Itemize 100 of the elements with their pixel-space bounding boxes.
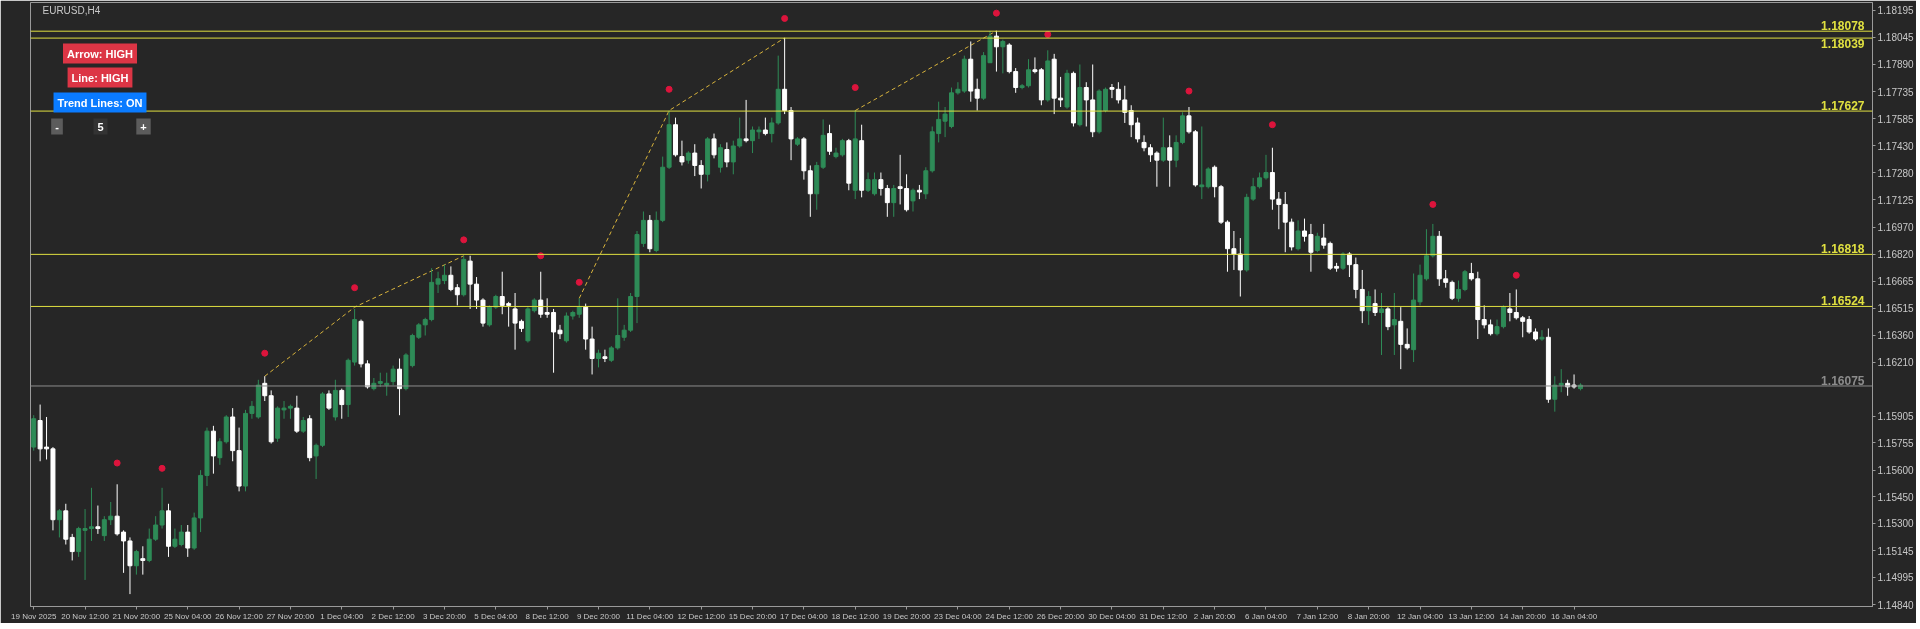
candlestick [1359, 269, 1365, 324]
candlestick [1212, 164, 1218, 198]
chart-title: EURUSD,H4 [42, 4, 101, 16]
y-tick-label: 1.17125 [1877, 195, 1915, 206]
point [1512, 271, 1520, 279]
candlestick [538, 271, 544, 319]
x-tick-label: 17 Dec 04:00 [780, 611, 829, 621]
y-tick-label: 1.15905 [1877, 411, 1915, 423]
annotation: Line: HIGH [71, 71, 129, 84]
candlestick [1372, 288, 1378, 317]
x-tick-label: 24 Dec 12:00 [985, 611, 1034, 621]
y-tick-label: 1.18045 [1877, 32, 1915, 44]
x-tick-label: 2 Jan 20:00 [1193, 611, 1237, 621]
x-tick-label: 8 Jan 20:00 [1347, 611, 1391, 621]
candlestick [1167, 134, 1173, 188]
ref-line-label: 1.18039 [1821, 37, 1865, 52]
x-tick-label: 6 Jan 04:00 [1245, 611, 1288, 621]
y-tick-label: 1.16515 [1877, 303, 1915, 315]
y-tick-label: 1.14840 [1877, 599, 1915, 611]
y-tick-label: 1.15450 [1877, 491, 1915, 503]
candlestick [576, 297, 582, 319]
point [851, 84, 859, 92]
candlestick [692, 143, 698, 177]
candlestick [140, 545, 146, 576]
candlestick [326, 389, 332, 411]
x-tick-label: 12 Jan 04:00 [1396, 611, 1444, 621]
candlestick [1398, 306, 1404, 370]
x-tick-label: 2 Dec 12:00 [371, 611, 416, 621]
x-tick-label: 20 Nov 12:00 [61, 611, 110, 621]
candlestick [711, 133, 717, 159]
x-tick-label: 9 Dec 20:00 [576, 611, 621, 621]
y-tick-label: 1.17585 [1877, 113, 1915, 125]
y-tick-label: 1.15145 [1877, 545, 1915, 557]
y-tick-label: 1.17890 [1877, 59, 1915, 71]
candlestick [1385, 306, 1391, 331]
point [575, 278, 583, 286]
point [1429, 200, 1437, 208]
y-tick-label: 1.18195 [1877, 5, 1915, 17]
x-tick-label: 8 Dec 12:00 [525, 611, 570, 621]
candlestick [737, 117, 743, 149]
annotation: - [55, 120, 60, 133]
x-tick-label: 31 Dec 12:00 [1139, 611, 1188, 621]
x-tick-label: 21 Nov 20:00 [112, 611, 161, 621]
candlestick [1539, 329, 1545, 342]
candlestick [724, 141, 730, 168]
ref-line-label: 1.16818 [1821, 242, 1865, 257]
x-tick-label: 3 Dec 20:00 [422, 611, 467, 621]
candlestick [1109, 83, 1115, 99]
x-tick-label: 16 Jan 04:00 [1550, 611, 1598, 621]
candlestick [1026, 58, 1032, 89]
x-tick-label: 23 Dec 04:00 [934, 611, 983, 621]
y-tick-label: 1.17430 [1877, 140, 1915, 152]
candlestick [486, 304, 492, 328]
point [158, 464, 166, 472]
candlestick [1199, 125, 1205, 200]
candlestick [1379, 292, 1384, 356]
candlestick [1552, 375, 1558, 413]
x-tick-label: 26 Nov 12:00 [215, 611, 264, 621]
x-tick-label: 12 Dec 12:00 [677, 611, 726, 621]
annotation: Trend Lines: ON [57, 96, 143, 109]
ref-line-label: 1.16524 [1821, 294, 1865, 309]
candlestick [602, 349, 608, 363]
point [460, 236, 468, 244]
candlestick [1160, 117, 1166, 163]
candlestick [717, 143, 723, 174]
y-tick-label: 1.16665 [1877, 276, 1915, 288]
candlestick [339, 388, 345, 420]
candlestick [1391, 292, 1397, 356]
y-tick-label: 1.17735 [1877, 86, 1915, 98]
point [261, 349, 269, 357]
y-tick-label: 1.16360 [1877, 330, 1915, 342]
annotation: + [140, 120, 147, 133]
x-tick-label: 25 Nov 04:00 [163, 611, 213, 621]
candlestick [698, 159, 704, 189]
candlestick [1295, 219, 1301, 251]
candlestick [1058, 76, 1064, 108]
candlestick [390, 365, 396, 386]
y-tick-label: 1.15300 [1877, 518, 1915, 530]
candlestick [1314, 232, 1320, 253]
candlestick [217, 437, 223, 466]
x-tick-label: 11 Dec 04:00 [626, 611, 674, 621]
x-tick-label: 15 Dec 20:00 [728, 611, 777, 621]
x-tick-label: 7 Jan 12:00 [1296, 611, 1339, 621]
point [351, 284, 359, 292]
ref-line-label: 1.18078 [1821, 19, 1865, 34]
x-tick-label: 14 Jan 20:00 [1499, 611, 1547, 621]
candlestick [730, 140, 736, 175]
point [113, 459, 121, 467]
x-tick-label: 5 Dec 04:00 [474, 611, 518, 621]
x-tick-label: 18 Dec 12:00 [831, 611, 880, 621]
point [1185, 87, 1193, 95]
candlestick [769, 117, 775, 143]
candlestick [910, 187, 916, 213]
candlestick [69, 533, 75, 561]
candlestick [1205, 166, 1211, 189]
candlestick [467, 255, 473, 310]
candlestick [1115, 81, 1121, 104]
candlestick [1366, 290, 1372, 326]
y-tick-label: 1.14995 [1877, 572, 1915, 584]
y-tick-label: 1.16820 [1877, 249, 1915, 261]
